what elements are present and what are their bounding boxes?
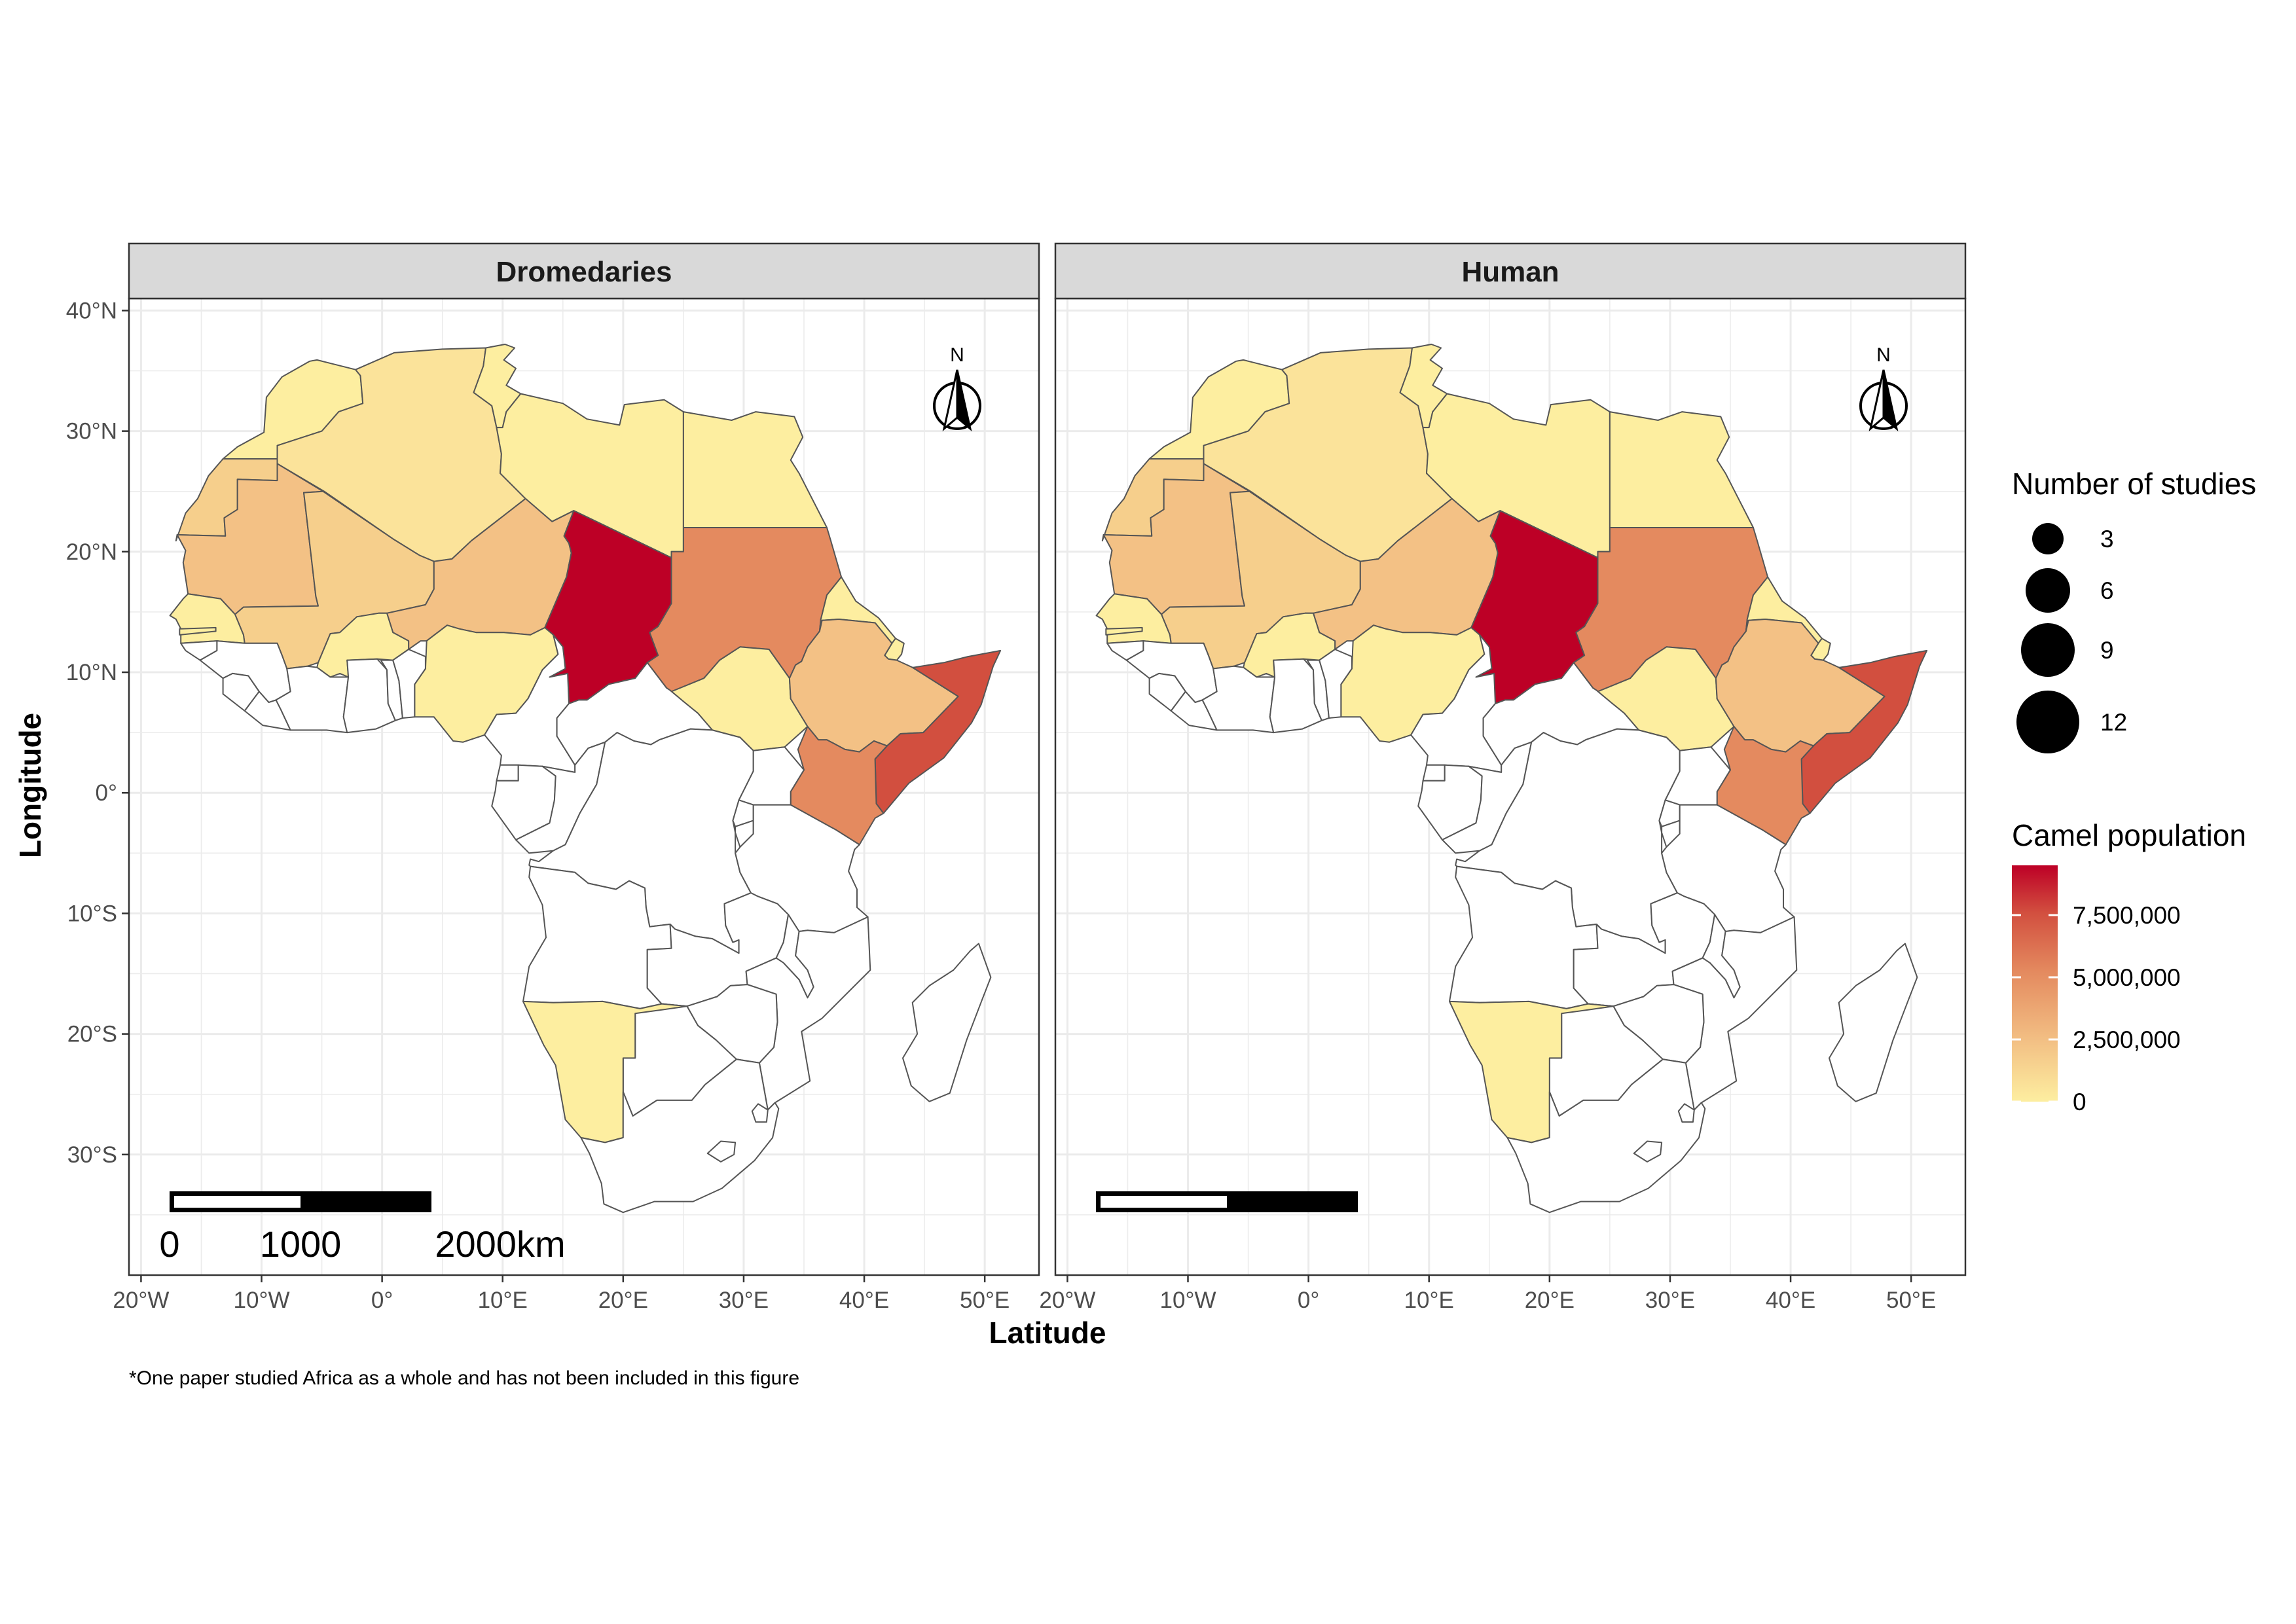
x-tick-label: 50°E <box>960 1288 1010 1313</box>
countries <box>1095 344 1928 1214</box>
y-tick-label: 10°S <box>67 901 117 926</box>
scale-bar-label: 2000km <box>435 1223 565 1265</box>
country-gambia <box>179 626 217 636</box>
x-tick-label: 20°E <box>1525 1288 1575 1313</box>
strip-title: Human <box>1461 256 1559 288</box>
scale-bar <box>1096 1191 1358 1212</box>
country-kenya <box>790 725 888 846</box>
y-tick-label: 30°S <box>67 1142 117 1168</box>
x-tick-label: 10°E <box>1404 1288 1454 1313</box>
strip-title: Dromedaries <box>496 256 672 288</box>
color-legend-title: Camel population <box>2012 818 2246 852</box>
countries <box>169 344 1002 1214</box>
north-arrow-label: N <box>1876 344 1891 366</box>
x-tick-label: 30°E <box>719 1288 769 1313</box>
size-legend-dot <box>2032 523 2064 554</box>
country-lesotho <box>706 1140 737 1163</box>
north-arrow-icon: N <box>933 344 981 432</box>
x-tick-label: 40°E <box>839 1288 889 1313</box>
y-tick-label: 10°N <box>66 660 117 685</box>
country-madagascar <box>902 943 992 1102</box>
y-tick-label: 20°N <box>66 539 117 565</box>
country-eswatini <box>1677 1103 1695 1123</box>
color-legend-label: 7,500,000 <box>2073 902 2181 929</box>
color-legend-bar <box>2012 865 2058 1102</box>
x-tick-label: 40°E <box>1766 1288 1815 1313</box>
north-arrow-icon: N <box>1859 344 1908 432</box>
x-tick-label: 0° <box>1298 1288 1319 1313</box>
country-eq-guinea <box>1422 764 1446 782</box>
country-lesotho <box>1633 1140 1663 1163</box>
color-legend-label: 5,000,000 <box>2073 964 2181 991</box>
y-tick-label: 30°N <box>66 419 117 444</box>
legend: Number of studies 3 6 9 12 Camel population 7,… <box>2012 467 2256 1115</box>
scale-bar-segment-white <box>174 1196 301 1208</box>
panel-human: Human 20°W 10°W 0° 10°E 20°E 30°E 40°E 50°E N <box>1039 242 1967 1313</box>
size-legend-dot <box>2026 568 2070 613</box>
x-axis-title: Latitude <box>989 1316 1106 1350</box>
country-eswatini <box>751 1103 769 1123</box>
x-tick-label: 0° <box>371 1288 393 1313</box>
scale-bar-label: 0 <box>159 1223 179 1265</box>
x-tick-label: 10°E <box>478 1288 528 1313</box>
y-axis-title: Longitude <box>13 713 47 858</box>
size-legend-dot <box>2021 623 2075 677</box>
y-tick-label: 0° <box>96 780 117 806</box>
north-arrow-label: N <box>950 344 964 366</box>
size-legend-dot <box>2016 691 2079 753</box>
country-tunisia <box>473 344 522 429</box>
strip-background <box>128 242 1040 300</box>
size-legend-title: Number of studies <box>2012 467 2256 501</box>
scale-bar-label: 1000 <box>260 1223 342 1265</box>
y-tick-label: 20°S <box>67 1022 117 1047</box>
country-tunisia <box>1399 344 1448 429</box>
size-legend-label: 6 <box>2100 577 2114 604</box>
x-tick-label: 50°E <box>1886 1288 1936 1313</box>
country-eq-guinea <box>496 764 519 782</box>
x-tick-label: 10°W <box>1160 1288 1216 1313</box>
north-arrow-right-half <box>956 369 972 432</box>
country-namibia <box>1449 1000 1614 1144</box>
x-tick-label: 10°W <box>234 1288 290 1313</box>
x-tick-label: 20°W <box>1039 1288 1095 1313</box>
country-somalia <box>1800 649 1928 814</box>
figure-caption: *One paper studied Africa as a whole and… <box>129 1367 799 1389</box>
country-gambia <box>1105 626 1143 636</box>
color-legend-label: 0 <box>2073 1089 2086 1115</box>
country-madagascar <box>1829 943 1918 1102</box>
size-legend-label: 12 <box>2100 709 2127 736</box>
size-legend-label: 9 <box>2100 637 2114 664</box>
color-legend-label: 2,500,000 <box>2073 1026 2181 1053</box>
x-tick-label: 20°E <box>598 1288 648 1313</box>
scale-bar-segment-white <box>1101 1196 1227 1208</box>
panel-dromedaries: Dromedaries 20°W 10°W 0° 10°E 20°E 30°E 40°E 50°… <box>66 242 1040 1313</box>
country-somalia <box>874 649 1002 814</box>
country-namibia <box>522 1000 688 1144</box>
scale-bar: 0 1000 2000km <box>159 1191 566 1265</box>
country-south-africa <box>1506 1058 1706 1214</box>
size-legend-label: 3 <box>2100 526 2114 552</box>
y-tick-label: 40°N <box>66 298 117 323</box>
x-tick-label: 20°W <box>113 1288 169 1313</box>
x-tick-label: 30°E <box>1645 1288 1695 1313</box>
strip-background <box>1054 242 1967 300</box>
country-kenya <box>1716 725 1814 846</box>
country-benin <box>1319 649 1353 719</box>
country-south-africa <box>580 1058 780 1214</box>
north-arrow-right-half <box>1882 369 1899 432</box>
country-benin <box>392 649 426 719</box>
